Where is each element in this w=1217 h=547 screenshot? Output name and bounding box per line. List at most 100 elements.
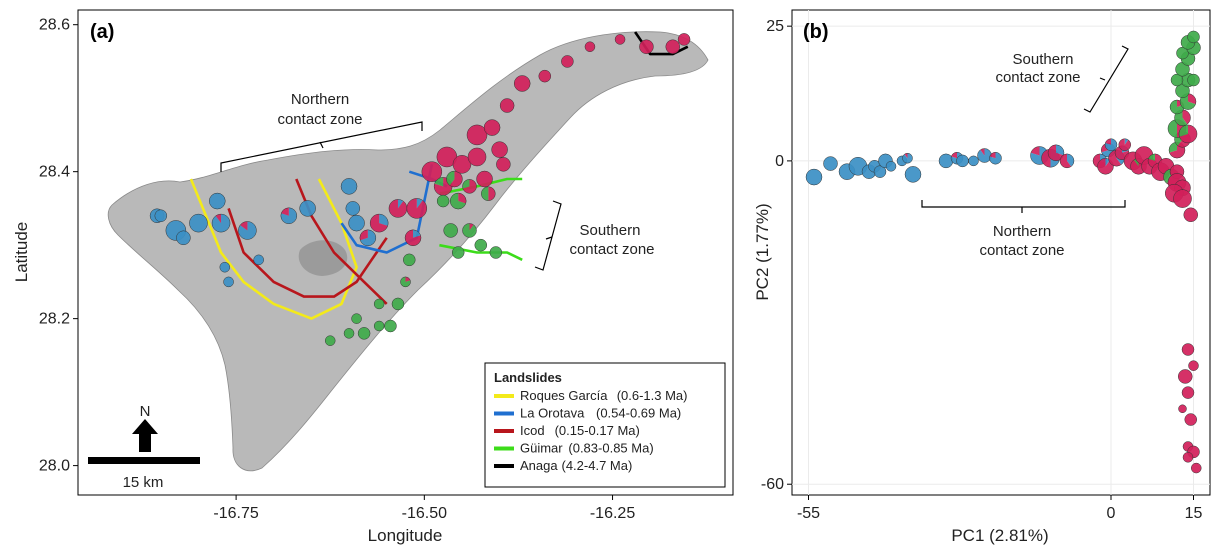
tenerife-island bbox=[107, 31, 709, 472]
pca-sample-pie-57 bbox=[1187, 30, 1200, 44]
pie-slice bbox=[434, 177, 444, 187]
pie-slice bbox=[1060, 153, 1072, 168]
pie-slice bbox=[885, 161, 897, 172]
pie-slice bbox=[467, 147, 487, 167]
x-axis-a: -16.75 -16.50 -16.25 bbox=[213, 495, 635, 522]
pie-slice bbox=[1108, 150, 1122, 167]
pie-slice bbox=[351, 313, 362, 324]
pie-slice bbox=[968, 155, 979, 167]
pie-slice bbox=[299, 200, 316, 217]
north-arrow-icon bbox=[132, 419, 158, 452]
pie-slice bbox=[1191, 462, 1202, 474]
pca-sample-pie-15 bbox=[968, 155, 979, 167]
pie-slice bbox=[665, 39, 681, 54]
pie-slice bbox=[212, 214, 231, 233]
pie-slice bbox=[219, 261, 231, 273]
pie-slice bbox=[538, 69, 552, 83]
pie-slice bbox=[1181, 386, 1195, 399]
pca-sample-pie-0 bbox=[805, 168, 823, 186]
pie-slice bbox=[462, 179, 470, 189]
map-sample-pie-15 bbox=[348, 214, 365, 232]
pca-sample-pie-68 bbox=[1182, 452, 1194, 463]
pie-slice bbox=[1118, 138, 1131, 151]
map-sample-pie-8 bbox=[223, 276, 234, 288]
pie-slice bbox=[873, 165, 887, 178]
pie-slice bbox=[397, 199, 404, 209]
panel-b: (b) Southern contact zone Northern conta… bbox=[753, 9, 1211, 545]
map-sample-pie-31 bbox=[491, 141, 508, 158]
pca-sample-pie-65 bbox=[1184, 413, 1197, 426]
pca-sample-pie-12 bbox=[938, 153, 954, 169]
northern-contact-label-a-1: Northern bbox=[291, 91, 349, 108]
map-sample-pie-56 bbox=[343, 328, 355, 339]
pie-slice bbox=[614, 34, 626, 45]
pie-slice bbox=[1067, 153, 1074, 167]
pie-slice bbox=[189, 213, 208, 233]
pie-slice bbox=[938, 153, 954, 169]
legend-entry-age: (0.54-0.69 Ma) bbox=[596, 406, 681, 421]
pie-slice bbox=[904, 153, 908, 159]
sample-pies-pca bbox=[805, 30, 1202, 474]
pca-sample-pie-17 bbox=[989, 151, 1002, 165]
pie-slice bbox=[359, 229, 368, 241]
pie-slice bbox=[215, 214, 222, 224]
southern-contact-label-a-2: contact zone bbox=[569, 241, 654, 258]
pie-slice bbox=[1188, 360, 1199, 371]
legend-entry-age: (0.83-0.85 Ma) bbox=[568, 441, 653, 456]
map-sample-pie-44 bbox=[436, 194, 450, 208]
pie-slice bbox=[904, 166, 922, 183]
map-sample-pie-55 bbox=[357, 327, 371, 340]
pie-slice bbox=[1048, 144, 1064, 161]
y-tick-label-a: 28.4 bbox=[39, 164, 70, 181]
pie-slice bbox=[1163, 169, 1172, 184]
y-axis-a: 28.0 28.2 28.4 28.6 bbox=[39, 17, 78, 475]
pca-sample-pie-1 bbox=[823, 156, 838, 171]
map-sample-pie-52 bbox=[391, 297, 405, 311]
map-sample-pie-47 bbox=[462, 223, 477, 238]
pie-slice bbox=[1105, 138, 1111, 145]
pie-slice bbox=[345, 201, 361, 216]
map-sample-pie-43 bbox=[677, 33, 691, 46]
pca-sample-pie-59 bbox=[1183, 207, 1198, 223]
pie-slice bbox=[496, 157, 511, 172]
pie-slice bbox=[805, 168, 823, 186]
pie-slice bbox=[1188, 93, 1196, 105]
map-sample-pie-45 bbox=[443, 223, 458, 238]
northern-contact-label-b-1: Northern bbox=[993, 223, 1051, 240]
pie-slice bbox=[499, 98, 515, 113]
pca-sample-pie-6 bbox=[873, 165, 887, 178]
pie-slice bbox=[1056, 144, 1064, 156]
y-tick-label-a: 28.2 bbox=[39, 311, 70, 328]
pie-slice bbox=[989, 152, 1002, 165]
pie-slice bbox=[491, 141, 508, 158]
pie-slice bbox=[989, 152, 996, 159]
map-sample-pie-24 bbox=[446, 170, 463, 188]
pie-slice bbox=[450, 193, 466, 210]
map-sample-pie-50 bbox=[403, 253, 416, 267]
pca-sample-pie-10 bbox=[902, 152, 913, 164]
pie-slice bbox=[1170, 73, 1184, 87]
pie-slice bbox=[639, 39, 654, 54]
legend-entry-name: Güimar bbox=[520, 441, 563, 456]
y-tick-label-a: 28.6 bbox=[39, 17, 70, 34]
pie-slice bbox=[1176, 46, 1189, 60]
pie-slice bbox=[340, 178, 358, 195]
pie-slice bbox=[238, 221, 257, 240]
pie-slice bbox=[1178, 404, 1187, 414]
pie-slice bbox=[443, 223, 458, 238]
pie-slice bbox=[370, 214, 388, 233]
map-sample-pie-4 bbox=[189, 213, 208, 233]
legend-entry-name: Icod bbox=[520, 423, 545, 438]
pie-slice bbox=[1178, 369, 1193, 384]
legend-entry-age: (4.2-4.7 Ma) bbox=[562, 458, 633, 473]
pie-slice bbox=[240, 221, 248, 231]
pie-slice bbox=[1181, 343, 1195, 356]
pie-slice bbox=[343, 328, 355, 339]
southern-contact-bracket-b bbox=[1083, 45, 1129, 113]
pca-sample-pie-69 bbox=[1191, 462, 1202, 474]
landslide-line-1 bbox=[227, 207, 388, 298]
map-sample-pie-32 bbox=[496, 157, 511, 172]
pie-slice bbox=[413, 229, 421, 238]
map-sample-pie-58 bbox=[351, 313, 362, 324]
